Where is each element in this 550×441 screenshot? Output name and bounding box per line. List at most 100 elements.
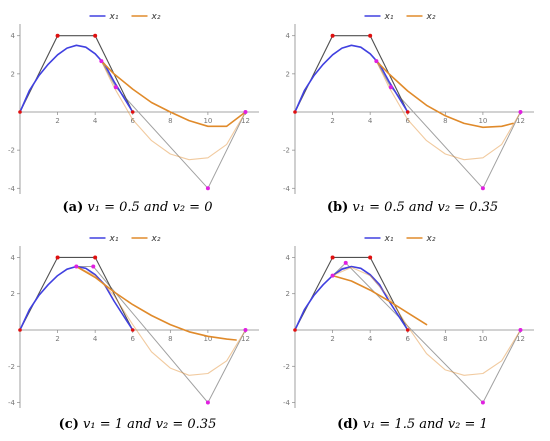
endpoint-red [405,110,410,114]
control-point-magenta [330,273,335,278]
series-x2-line [331,274,428,326]
control-point-magenta [91,264,96,269]
series-x2-faint-line [332,266,522,376]
y-tick-label: -4 [8,185,16,193]
legend-x2-label: x₂ [151,12,161,22]
control-point-magenta [99,59,104,64]
series-x2-faint-line [375,60,522,161]
control-polygon-x1 [294,256,409,331]
endpoint-red [130,110,135,114]
control-point-red [368,255,373,260]
endpoint-red [293,110,297,114]
x-tick-label: 4 [93,117,98,125]
y-tick-label: 2 [11,70,15,78]
control-point-magenta [518,110,523,114]
endpoint-red [405,328,410,332]
control-point-red [330,33,335,38]
legend-x2-label: x₂ [426,234,436,244]
x-tick-label: 6 [131,335,136,343]
x-tick-label: 8 [168,117,172,125]
caption-a-tag: (a) [62,200,84,215]
control-point-red [368,33,373,38]
control-point-red [330,255,335,260]
x-tick-label: 10 [203,335,212,343]
x-tick-label: 8 [168,335,172,343]
control-polygon-x2 [332,262,521,404]
caption-d-tag: (d) [337,417,359,432]
chart-panel-a: x₁ x₂ 2 4 6 8 10 12 -4 -2 2 4 [0,0,275,202]
chart-panel-c: x₁ x₂ 2 4 6 8 10 12 -4 -2 2 4 [0,222,275,416]
x-tick-label: 12 [516,117,525,125]
x-tick-label: 4 [368,335,373,343]
x-tick-label: 4 [93,335,98,343]
x-tick-label: 12 [516,335,525,343]
caption-a: (a) v₁ = 0.5 and v₂ = 0 [0,200,275,215]
control-point-magenta [480,186,485,191]
x-tick-label: 10 [478,335,487,343]
chart-panel-b: x₁ x₂ 2 4 6 8 10 12 -4 -2 2 4 [275,0,550,202]
legend-x1-label: x₁ [109,234,119,244]
endpoint-red [18,328,22,332]
y-tick-label: -4 [8,399,16,407]
x-tick-label: 6 [406,117,411,125]
series-x2-faint-line [100,60,247,161]
control-point-magenta [374,59,379,64]
chart-b-svg: x₁ x₂ 2 4 6 8 10 12 -4 -2 2 4 [283,12,534,194]
caption-b-text: v₁ = 0.5 and v₂ = 0.35 [352,200,499,215]
caption-b: (b) v₁ = 0.5 and v₂ = 0.35 [275,200,550,215]
series-x1-faint-line [332,265,409,331]
control-polygon-x1 [19,35,134,113]
y-tick-label: 2 [286,70,290,78]
chart-c-svg: x₁ x₂ 2 4 6 8 10 12 -4 -2 2 4 [8,234,259,408]
x-tick-label: 12 [241,335,250,343]
control-point-red [93,255,98,260]
control-point-red [55,255,60,260]
caption-c: (c) v₁ = 1 and v₂ = 0.35 [0,417,275,432]
control-point-red [93,33,98,38]
x-tick-label: 6 [131,117,136,125]
y-tick-label: 4 [286,254,291,262]
chart-a-svg: x₁ x₂ 2 4 6 8 10 12 -4 -2 2 4 [8,12,259,194]
x-tick-label: 10 [478,117,487,125]
y-tick-label: 4 [11,32,16,40]
control-point-magenta [480,400,485,405]
control-point-red [55,33,60,38]
y-tick-label: -2 [8,147,15,155]
control-point-magenta [243,328,248,332]
legend-x1-label: x₁ [109,12,119,22]
control-point-magenta [243,110,248,114]
control-point-magenta [518,328,523,332]
caption-d-text: v₁ = 1.5 and v₂ = 1 [362,417,488,432]
caption-c-tag: (c) [58,417,79,432]
control-point-magenta [205,400,210,405]
endpoint-red [18,110,22,114]
x-tick-label: 8 [443,117,447,125]
y-tick-label: 4 [286,32,291,40]
x-tick-label: 8 [443,335,447,343]
x-tick-label: 6 [406,335,411,343]
x-tick-label: 2 [330,117,334,125]
y-tick-label: -4 [283,399,291,407]
y-tick-label: 2 [286,290,290,298]
legend-x1-label: x₁ [384,12,394,22]
chart-panel-d: x₁ x₂ 2 4 6 8 10 12 -4 -2 2 4 [275,222,550,416]
y-tick-label: -2 [8,363,15,371]
series-x2-line [75,265,237,341]
caption-b-tag: (b) [326,200,349,215]
control-polygon-x1 [19,256,134,331]
legend-x2-label: x₂ [151,234,161,244]
caption-c-text: v₁ = 1 and v₂ = 0.35 [83,417,217,432]
x-tick-label: 10 [203,117,212,125]
chart-d-svg: x₁ x₂ 2 4 6 8 10 12 -4 -2 2 4 [283,234,534,408]
y-tick-label: -2 [283,147,290,155]
series-x2-line [375,60,514,129]
legend-x1-label: x₁ [384,234,394,244]
control-point-magenta [388,85,393,90]
x-tick-label: 12 [241,117,250,125]
y-tick-label: -2 [283,363,290,371]
control-point-magenta [74,264,79,269]
endpoint-red [293,328,297,332]
x-tick-label: 2 [55,335,59,343]
endpoint-red [130,328,135,332]
series-x2-line [100,60,247,128]
